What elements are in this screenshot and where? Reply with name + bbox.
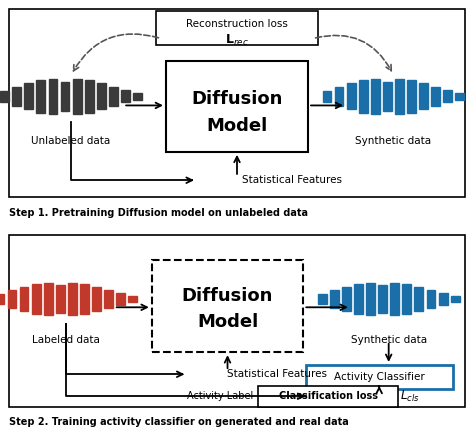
Bar — [0, 91, 9, 102]
Bar — [378, 285, 387, 313]
Bar — [8, 290, 17, 308]
Bar — [44, 283, 53, 315]
Bar — [73, 79, 82, 114]
Bar — [371, 79, 380, 114]
Text: Statistical Features: Statistical Features — [242, 175, 341, 185]
Bar — [0, 294, 4, 304]
Bar — [390, 283, 399, 315]
Bar — [12, 87, 21, 106]
Bar — [346, 83, 356, 109]
Bar — [318, 294, 327, 304]
Bar — [68, 283, 77, 315]
Text: Classification loss: Classification loss — [279, 391, 378, 401]
FancyBboxPatch shape — [166, 61, 308, 152]
Bar — [80, 284, 89, 314]
Bar — [97, 83, 106, 109]
Bar — [419, 83, 428, 109]
Bar — [116, 293, 125, 304]
Text: Statistical Features: Statistical Features — [228, 369, 327, 379]
Text: Reconstruction loss: Reconstruction loss — [186, 19, 288, 29]
Text: Unlabeled data: Unlabeled data — [31, 136, 111, 146]
Bar — [48, 79, 57, 114]
Bar — [402, 284, 411, 314]
Bar — [366, 283, 375, 315]
Bar — [56, 285, 65, 313]
Text: Activity Classifier: Activity Classifier — [334, 372, 425, 382]
Bar — [19, 287, 28, 311]
Text: Labeled data: Labeled data — [32, 335, 100, 345]
Text: Model: Model — [206, 117, 268, 135]
Bar — [85, 80, 94, 113]
Bar — [109, 87, 118, 106]
FancyBboxPatch shape — [306, 365, 453, 389]
Bar — [359, 80, 368, 113]
Bar — [92, 287, 101, 311]
FancyBboxPatch shape — [156, 11, 318, 45]
Bar — [24, 83, 33, 109]
Text: $L_{cls}$: $L_{cls}$ — [400, 388, 420, 404]
Bar — [36, 80, 46, 113]
Text: Diffusion: Diffusion — [191, 90, 283, 108]
Bar — [395, 79, 404, 114]
Bar — [456, 93, 465, 100]
FancyBboxPatch shape — [152, 260, 303, 352]
Bar — [133, 93, 142, 100]
Text: Step 2. Training activity classifier on generated and real data: Step 2. Training activity classifier on … — [9, 417, 349, 427]
Text: Synthetic data: Synthetic data — [356, 136, 431, 146]
Text: Synthetic data: Synthetic data — [351, 335, 427, 345]
Bar — [322, 91, 331, 102]
Text: Model: Model — [197, 313, 258, 331]
Bar — [383, 82, 392, 111]
Bar — [32, 284, 41, 314]
Bar — [104, 290, 113, 308]
Bar — [451, 296, 460, 302]
Bar — [330, 290, 339, 308]
Bar — [427, 290, 436, 308]
Bar — [354, 284, 363, 314]
Bar — [431, 87, 440, 106]
FancyBboxPatch shape — [258, 386, 398, 407]
FancyBboxPatch shape — [9, 9, 465, 197]
Bar — [128, 296, 137, 302]
Text: $\mathbf{L}_{rec}$: $\mathbf{L}_{rec}$ — [225, 33, 249, 48]
Text: Diffusion: Diffusion — [182, 287, 273, 305]
Bar — [61, 82, 70, 111]
Text: Step 1. Pretraining Diffusion model on unlabeled data: Step 1. Pretraining Diffusion model on u… — [9, 208, 309, 218]
Bar — [414, 287, 423, 311]
Bar — [121, 90, 130, 102]
Bar — [443, 90, 452, 102]
Text: Activity Label: Activity Label — [187, 391, 254, 401]
Bar — [407, 80, 416, 113]
Bar — [342, 287, 351, 311]
FancyBboxPatch shape — [9, 235, 465, 407]
Bar — [438, 293, 447, 304]
Bar — [335, 87, 344, 106]
